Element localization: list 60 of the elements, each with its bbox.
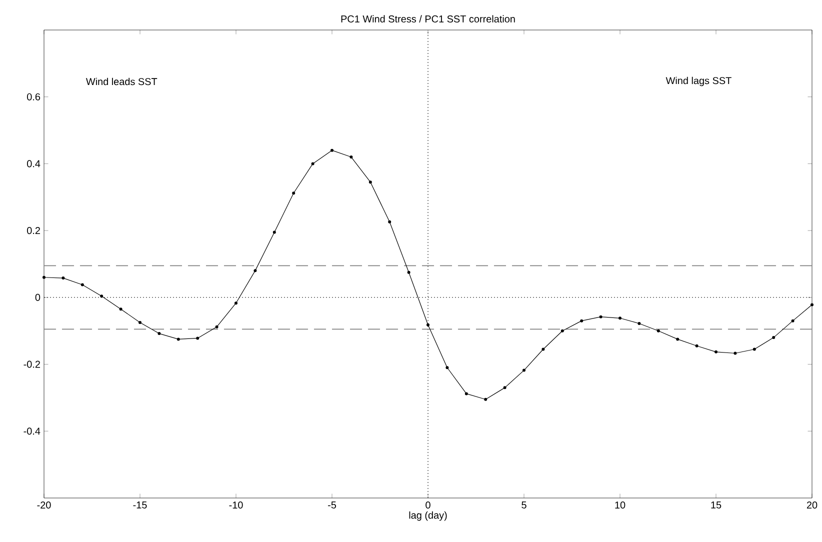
x-tick-label: -10 [229, 502, 243, 509]
y-tick-label: 0.4 [27, 160, 40, 168]
point [272, 230, 276, 234]
point [772, 336, 776, 340]
x-tick-label: -5 [328, 502, 336, 508]
point [119, 308, 122, 311]
point [407, 270, 410, 274]
y-tick-label: 0.6 [27, 93, 40, 100]
annotation: Wind leads SST [86, 78, 158, 86]
point [791, 319, 794, 322]
point [368, 180, 372, 184]
point [311, 162, 314, 166]
point [62, 276, 65, 280]
point [388, 220, 392, 224]
point [503, 386, 506, 390]
point [810, 303, 814, 306]
annotation: Wind lags SST [666, 76, 732, 86]
point [695, 344, 698, 348]
y-tick-label: 0 [35, 294, 40, 301]
x-tick-label: 0 [426, 502, 430, 509]
point [752, 348, 756, 351]
point [542, 348, 545, 351]
y-tick-label: -0.4 [24, 428, 40, 435]
point [560, 329, 564, 332]
point [599, 315, 602, 318]
point [618, 316, 622, 320]
x-tick-label: 15 [711, 502, 722, 508]
x-tick-label: -15 [133, 502, 147, 508]
point [234, 302, 238, 305]
x-tick-label: -20 [37, 502, 51, 509]
x-axis-title: lag (day) [409, 511, 447, 521]
point [215, 325, 218, 328]
point [580, 319, 584, 322]
point [292, 192, 296, 195]
x-tick-label: 5 [522, 502, 526, 508]
point [176, 338, 180, 341]
point [638, 322, 641, 325]
point [522, 368, 526, 372]
y-tick-label: 0.2 [27, 227, 40, 234]
point [464, 392, 468, 396]
point [446, 366, 449, 370]
point [42, 276, 46, 279]
point [676, 338, 680, 341]
point [484, 398, 488, 401]
point [254, 269, 257, 272]
point [714, 350, 718, 354]
point [100, 294, 104, 298]
point [330, 148, 334, 152]
point [138, 320, 142, 324]
x-tick-label: 10 [615, 502, 626, 509]
chart-title: PC1 Wind Stress / PC1 SST correlation [341, 15, 515, 22]
point [350, 156, 353, 159]
point [734, 352, 737, 355]
point [196, 336, 200, 340]
point [426, 323, 430, 326]
point [656, 329, 660, 332]
y-tick-label: -0.2 [24, 360, 40, 368]
point [80, 283, 84, 286]
x-tick-label: 20 [806, 502, 818, 509]
point [158, 332, 161, 336]
